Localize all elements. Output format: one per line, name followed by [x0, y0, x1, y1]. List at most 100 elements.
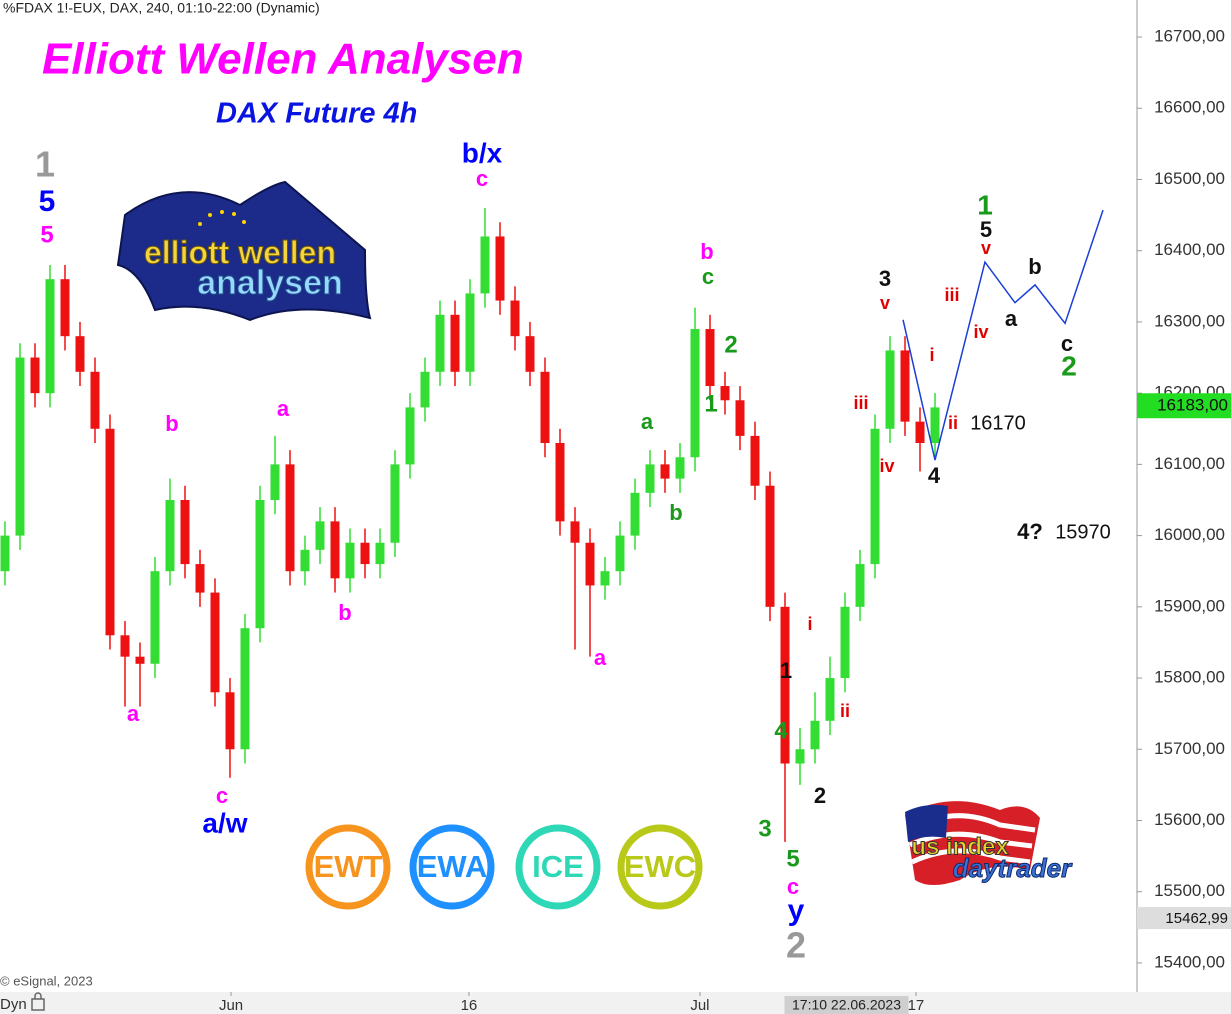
candle-body — [600, 571, 610, 586]
candle-body — [405, 407, 415, 465]
price-tag-label: 16183,00 — [1157, 396, 1228, 415]
wave-label: y — [788, 894, 805, 927]
wave-label: c — [702, 264, 714, 289]
y-tick-label: 16500,00 — [1154, 169, 1225, 188]
candle-body — [705, 329, 715, 387]
corner-label: Dyn — [0, 996, 27, 1013]
elliott-logo — [116, 180, 372, 322]
wave-label: 1 — [35, 144, 55, 185]
candle-body — [360, 542, 370, 565]
wave-label: iii — [944, 285, 959, 305]
badge-label: EWC — [624, 849, 696, 884]
time-axis-strip — [0, 992, 1231, 1014]
candle-body — [765, 485, 775, 607]
candle-body — [390, 464, 400, 543]
lock-icon — [31, 992, 45, 1011]
wave-label: a — [127, 701, 140, 726]
wave-label: b — [165, 411, 178, 436]
candle-body — [105, 428, 115, 636]
wave-label: 2 — [724, 331, 737, 358]
wave-label: 4 — [928, 463, 941, 488]
wave-label: b — [669, 500, 682, 525]
candle-body — [525, 336, 535, 372]
logo-text: elliott wellen — [144, 234, 336, 270]
candle-body — [660, 464, 670, 479]
candle-body — [645, 464, 655, 493]
candle-body — [420, 371, 430, 408]
x-tick-label: 16 — [461, 997, 478, 1014]
x-tick-label: Jul — [690, 997, 709, 1014]
candle-body — [285, 464, 295, 572]
candle-body — [885, 350, 895, 429]
candle-body — [510, 300, 520, 337]
candle-body — [120, 635, 130, 657]
chart-subtitle: DAX Future 4h — [216, 98, 417, 130]
badge-ring — [515, 824, 601, 910]
wave-label: i — [807, 614, 812, 634]
logo-text: daytrader — [953, 853, 1073, 883]
candle-body — [615, 535, 625, 572]
candle-body — [345, 542, 355, 579]
wave-label: 5 — [786, 845, 799, 872]
wave-label: ii — [948, 413, 958, 433]
wave-label: 2 — [786, 925, 806, 966]
wave-label: 1 — [977, 189, 993, 220]
wave-label: 15970 — [1055, 521, 1111, 543]
candle-body — [75, 336, 85, 372]
wave-label: 5 — [40, 221, 53, 248]
wave-label: 3 — [879, 266, 891, 291]
candle-body — [90, 371, 100, 429]
y-tick-label: 16000,00 — [1154, 525, 1225, 544]
candle-body — [540, 371, 550, 444]
wave-label: b/x — [462, 137, 503, 168]
badge-ring — [617, 824, 703, 910]
wave-label: b — [1028, 254, 1041, 279]
y-tick-label: 16700,00 — [1154, 27, 1225, 46]
cursor-label: 17:10 22.06.2023 — [792, 997, 901, 1013]
badge-label: ICE — [532, 849, 584, 884]
candle-body — [180, 499, 190, 565]
price-tag-box — [1137, 907, 1231, 930]
y-tick-label: 16100,00 — [1154, 454, 1225, 473]
wave-label: a — [594, 645, 607, 670]
candle-body — [810, 720, 820, 750]
chart-title: Elliott Wellen Analysen — [42, 35, 524, 84]
y-tick-label: 15800,00 — [1154, 668, 1225, 687]
badge-ring — [409, 824, 495, 910]
candle-body — [240, 628, 250, 750]
candle-body — [495, 236, 505, 301]
y-tick-label: 15600,00 — [1154, 810, 1225, 829]
candle-body — [555, 443, 565, 522]
usindex-logo — [905, 801, 1040, 885]
candle-body — [480, 236, 490, 294]
x-tick-label: 17 — [908, 997, 925, 1014]
wave-label: iii — [853, 393, 868, 413]
candle-body — [915, 421, 925, 444]
wave-label: v — [981, 238, 991, 258]
cursor-label-box — [784, 996, 909, 1014]
candle-body — [570, 521, 580, 543]
wave-label: a/w — [202, 807, 247, 838]
y-tick-label: 15900,00 — [1154, 596, 1225, 615]
badge-ring — [305, 824, 391, 910]
candle-body — [900, 350, 910, 422]
candle-body — [300, 549, 310, 572]
candle-body — [675, 457, 685, 479]
candle-body — [150, 571, 160, 664]
wave-label: v — [880, 293, 890, 313]
wave-label: iv — [973, 322, 988, 342]
wave-label: 4 — [774, 717, 788, 744]
wave-label: a — [641, 409, 654, 434]
candle-body — [735, 400, 745, 436]
y-tick-label: 15500,00 — [1154, 881, 1225, 900]
wave-label: ii — [840, 701, 850, 721]
wave-label: 1 — [704, 390, 717, 417]
candle-body — [60, 279, 70, 337]
price-tag-label: 15462,99 — [1165, 910, 1228, 927]
wave-label: a — [277, 396, 290, 421]
candle-body — [0, 535, 10, 572]
candle-body — [450, 314, 460, 372]
candle-body — [45, 279, 55, 394]
candle-body — [690, 329, 700, 458]
